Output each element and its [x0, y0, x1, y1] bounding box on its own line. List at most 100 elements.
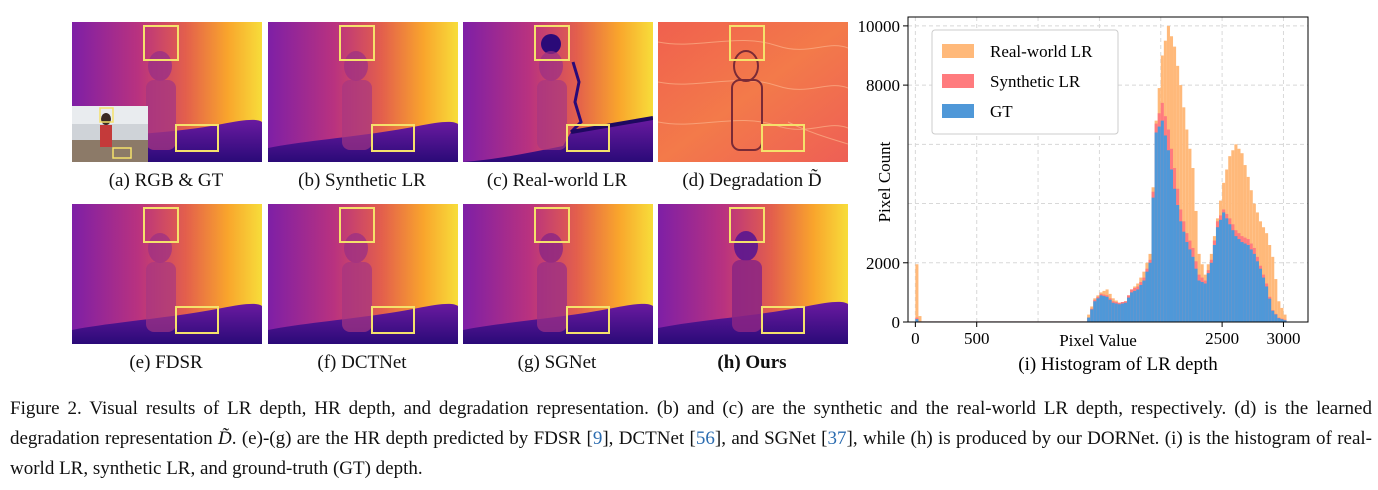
caption-b: (b) Synthetic LR	[298, 170, 426, 191]
legend-label: Synthetic LR	[990, 72, 1081, 91]
histogram-bar	[1145, 271, 1149, 322]
histogram-bar	[1209, 262, 1213, 322]
histogram-bar	[1231, 230, 1235, 322]
figure-caption: Figure 2. Visual results of LR depth, HR…	[10, 394, 1372, 484]
histogram-bar	[1225, 218, 1229, 322]
histogram-bar	[915, 319, 919, 322]
histogram-bar	[1283, 320, 1287, 322]
histogram-bar	[1249, 249, 1253, 322]
histogram-bar	[1212, 245, 1216, 322]
x-axis-label: Pixel Value	[1059, 331, 1137, 350]
histogram-bar	[1191, 256, 1195, 322]
histogram-bar	[1179, 221, 1183, 322]
histogram-bar	[1234, 236, 1238, 322]
histogram-bar	[1200, 282, 1204, 322]
histogram-bar	[1105, 296, 1109, 322]
caption-part: ], while (h) is produced by our DORNet. …	[10, 428, 1373, 479]
histogram-bar	[1148, 262, 1152, 322]
legend-label: GT	[990, 102, 1013, 121]
histogram-bar	[1268, 245, 1272, 322]
y-axis-label: Pixel Count	[875, 141, 894, 222]
histogram-bar	[1188, 249, 1192, 322]
histogram-bar	[1117, 304, 1121, 322]
citation-link[interactable]: 37	[827, 428, 847, 449]
histogram-bar	[1265, 286, 1269, 322]
histogram-bar	[1102, 296, 1106, 322]
legend-swatch	[942, 74, 974, 88]
histogram-bar	[1090, 309, 1094, 322]
caption-part: . (e)-(g) are the HR depth predicted by …	[231, 428, 593, 449]
histogram-bar	[1240, 242, 1244, 322]
histogram-bar	[915, 264, 919, 322]
histogram-bar	[1166, 150, 1170, 322]
histogram-bar	[1271, 256, 1275, 322]
histogram-bar	[1173, 188, 1177, 322]
histogram-bar	[1206, 273, 1210, 322]
histogram-bar	[1154, 132, 1158, 322]
histogram-bar	[1197, 280, 1201, 322]
histogram-bar	[1111, 302, 1115, 322]
legend-label: Real-world LR	[990, 42, 1093, 61]
histogram-bar	[1182, 107, 1186, 322]
histogram-bar	[1203, 283, 1207, 322]
histogram-bar	[1243, 243, 1247, 322]
y-tick-label: 2000	[866, 254, 900, 273]
histogram-bar	[1133, 290, 1137, 322]
caption-c: (c) Real-world LR	[486, 170, 628, 191]
y-tick-label: 8000	[866, 76, 900, 95]
caption-h: (h) Ours	[717, 352, 787, 373]
citation-link[interactable]: 9	[592, 428, 603, 449]
histogram-bar	[1093, 301, 1097, 322]
histogram-bar	[1277, 301, 1281, 322]
histogram-bar	[1123, 302, 1128, 322]
histogram-bar	[1280, 307, 1284, 322]
histogram-bar	[1163, 135, 1167, 322]
histogram-bar	[1185, 242, 1189, 322]
x-tick-label: 3000	[1266, 329, 1300, 348]
legend-box	[931, 29, 1119, 135]
histogram-bar	[1228, 224, 1232, 322]
x-tick-label: 500	[964, 329, 990, 348]
panel-b-synthetic-lr	[268, 22, 458, 162]
histogram-bar	[1261, 277, 1266, 322]
histogram-bar	[1219, 219, 1223, 322]
panel-a-rgb-gt	[72, 22, 262, 162]
histogram-bar	[1108, 299, 1112, 322]
histogram-bar	[1222, 212, 1226, 322]
histogram-bar	[1182, 231, 1186, 322]
histogram-bar	[1120, 303, 1124, 322]
citation-link[interactable]: 56	[695, 428, 715, 449]
histogram-bar	[1139, 284, 1143, 322]
panel-e-fdsr	[72, 204, 262, 344]
plot-frame	[907, 16, 1309, 323]
series-gt	[915, 120, 1287, 322]
histogram-bar	[1255, 261, 1259, 322]
caption-a: (a) RGB & GT	[108, 170, 224, 191]
histogram-bar	[1160, 120, 1164, 322]
caption-part: ], DCTNet [	[602, 428, 696, 449]
y-tick-label: 0	[892, 313, 901, 332]
chart-legend: Real-world LR Synthetic LR GT	[931, 29, 1119, 135]
histogram-bar	[1099, 295, 1103, 322]
legend-swatch	[942, 104, 974, 118]
histogram-bar	[1280, 319, 1284, 322]
legend-swatch	[942, 44, 974, 58]
histogram-bar	[1274, 314, 1278, 322]
caption-d: (d) Degradation D̃	[682, 170, 822, 191]
histogram-bar	[1130, 292, 1134, 322]
histogram-bar	[1274, 279, 1278, 322]
chart-axes: 0 500 2500 3000 0 2000 8000 10000	[858, 17, 1301, 348]
histogram-bar	[1114, 303, 1118, 322]
caption-part: ], and SGNet [	[714, 428, 828, 449]
caption-f: (f) DCTNet	[317, 352, 407, 373]
panel-g-sgnet	[463, 204, 653, 344]
histogram-bar	[1096, 298, 1100, 322]
histogram-caption: (i) Histogram of LR depth	[1018, 354, 1218, 375]
histogram-bar	[1277, 318, 1281, 322]
histogram-bar	[1246, 245, 1250, 322]
histogram-bar	[1283, 314, 1287, 322]
histogram-bar	[1157, 126, 1161, 322]
y-tick-label: 10000	[858, 17, 901, 36]
histogram-bar	[1142, 280, 1146, 322]
histogram-bar	[918, 316, 922, 322]
